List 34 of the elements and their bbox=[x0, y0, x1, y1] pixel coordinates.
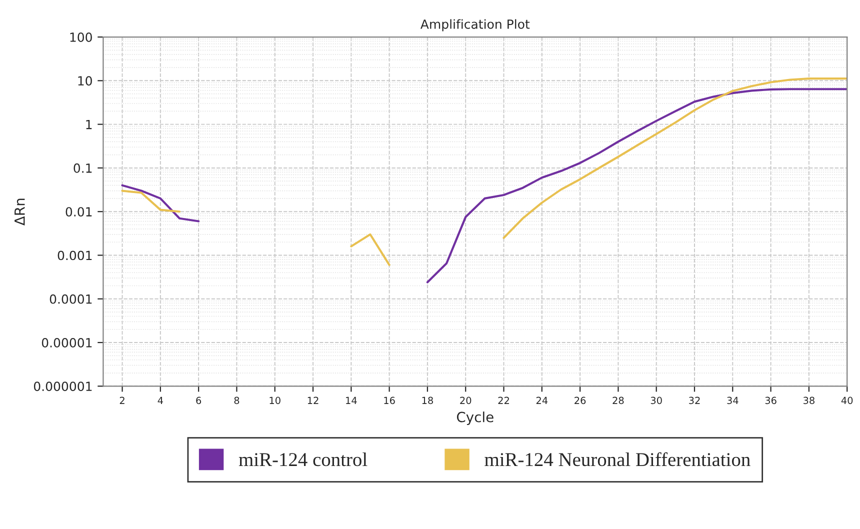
x-tick-label: 34 bbox=[727, 396, 738, 404]
y-tick-label: 100 bbox=[70, 32, 92, 42]
x-tick-label: 36 bbox=[765, 396, 776, 404]
x-tick-label: 18 bbox=[422, 396, 433, 404]
y-axis-title: ΔRn bbox=[14, 198, 25, 226]
x-tick-label: 12 bbox=[308, 396, 318, 404]
x-tick-label: 22 bbox=[498, 396, 509, 404]
x-tick-label: 26 bbox=[574, 396, 586, 404]
x-tick-label: 10 bbox=[270, 396, 280, 404]
x-tick-label: 32 bbox=[689, 396, 700, 404]
x-tick-label: 24 bbox=[536, 396, 548, 404]
x-tick-label: 28 bbox=[612, 396, 624, 404]
y-tick-label: 0.1 bbox=[74, 163, 92, 173]
x-tick-label: 30 bbox=[650, 396, 662, 404]
legend-label: miR-124 control bbox=[238, 452, 368, 466]
x-tick-label: 20 bbox=[460, 396, 472, 404]
legend-label: miR-124 Neuronal Differentiation bbox=[484, 452, 750, 466]
x-tick-label: 14 bbox=[346, 396, 357, 404]
y-tick-label: 10 bbox=[78, 76, 92, 86]
y-tick-label: 1 bbox=[86, 120, 92, 130]
x-tick-label: 40 bbox=[841, 396, 853, 404]
chart-title: Amplification Plot bbox=[420, 19, 530, 32]
y-tick-label: 0.01 bbox=[66, 207, 92, 217]
x-tick-label: 6 bbox=[196, 396, 202, 404]
y-tick-label: 0.000001 bbox=[34, 382, 92, 392]
y-tick-label: 0.001 bbox=[58, 250, 92, 260]
y-tick-label: 0.00001 bbox=[42, 338, 92, 348]
x-tick-label: 38 bbox=[804, 396, 814, 404]
x-axis-title: Cycle bbox=[456, 412, 494, 425]
x-tick-label: 16 bbox=[384, 396, 395, 404]
x-tick-label: 2 bbox=[120, 396, 124, 404]
y-tick-label: 0.0001 bbox=[50, 294, 92, 304]
x-tick-label: 8 bbox=[234, 396, 240, 404]
x-tick-label: 4 bbox=[158, 396, 163, 404]
